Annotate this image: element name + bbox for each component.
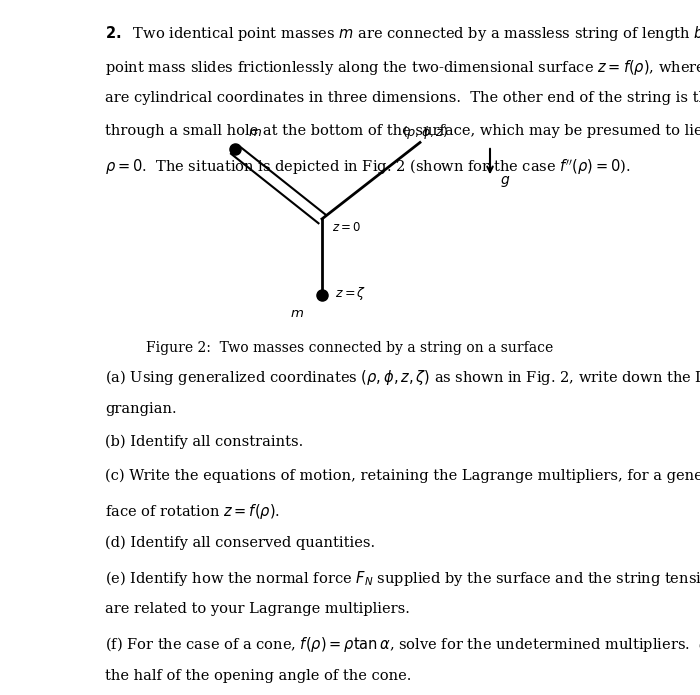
Text: $m$: $m$ [290,307,304,320]
Text: point mass slides frictionlessly along the two-dimensional surface $z = f(\rho)$: point mass slides frictionlessly along t… [105,58,700,76]
Text: (a) Using generalized coordinates $(\rho, \phi, z, \zeta)$ as shown in Fig. 2, w: (a) Using generalized coordinates $(\rho… [105,368,700,387]
Text: are cylindrical coordinates in three dimensions.  The other end of the string is: are cylindrical coordinates in three dim… [105,91,700,105]
Text: (c) Write the equations of motion, retaining the Lagrange multipliers, for a gen: (c) Write the equations of motion, retai… [105,468,700,483]
Text: (b) Identify all constraints.: (b) Identify all constraints. [105,435,303,450]
Text: $\mathbf{2.}$  Two identical point masses $m$ are connected by a massless string: $\mathbf{2.}$ Two identical point masses… [105,24,700,43]
Text: the half of the opening angle of the cone.: the half of the opening angle of the con… [105,669,412,682]
Text: (e) Identify how the normal force $F_N$ supplied by the surface and the string t: (e) Identify how the normal force $F_N$ … [105,569,700,587]
Text: grangian.: grangian. [105,402,176,416]
Text: are related to your Lagrange multipliers.: are related to your Lagrange multipliers… [105,602,410,616]
Text: $z{=}0$: $z{=}0$ [332,221,362,234]
Text: $\rho = 0$.  The situation is depicted in Fig. 2 (shown for the case $f''(\rho) : $\rho = 0$. The situation is depicted in… [105,158,631,177]
Text: (d) Identify all conserved quantities.: (d) Identify all conserved quantities. [105,535,375,550]
Text: $z{=}\zeta$: $z{=}\zeta$ [335,286,366,302]
Text: face of rotation $z = f(\rho)$.: face of rotation $z = f(\rho)$. [105,502,280,521]
Text: $m$: $m$ [248,126,262,139]
Text: (f) For the case of a cone, $f(\rho) = \rho\tan\alpha$, solve for the undetermin: (f) For the case of a cone, $f(\rho) = \… [105,635,700,654]
Text: through a small hole at the bottom of the surface, which may be presumed to lie : through a small hole at the bottom of th… [105,124,700,138]
Text: $g$: $g$ [500,174,511,189]
Text: $(\rho, \phi, z)$: $(\rho, \phi, z)$ [402,124,449,141]
Text: Figure 2:  Two masses connected by a string on a surface: Figure 2: Two masses connected by a stri… [146,341,554,354]
